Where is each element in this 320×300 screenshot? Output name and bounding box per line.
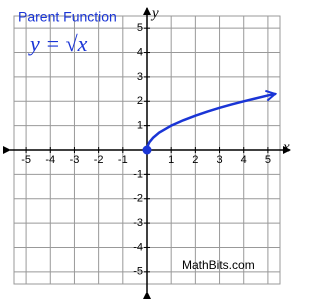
formula: y = √x <box>28 31 88 56</box>
x-tick-label: -4 <box>45 154 55 166</box>
x-tick-label: -3 <box>70 154 80 166</box>
x-tick-label: 5 <box>265 154 271 166</box>
y-tick-label: 1 <box>137 120 143 132</box>
y-tick-label: 5 <box>137 22 143 34</box>
x-tick-label: -2 <box>94 154 104 166</box>
y-tick-label: -5 <box>133 266 143 278</box>
y-tick-label: -1 <box>133 168 143 180</box>
x-tick-label: 1 <box>168 154 174 166</box>
x-tick-label: 3 <box>216 154 222 166</box>
y-tick-label: 2 <box>137 95 143 107</box>
chart-title: Parent Function <box>18 9 117 25</box>
chart: Parent Function y = √x MathBits.com x y … <box>3 5 291 299</box>
x-tick-label: -5 <box>21 154 31 166</box>
y-tick-label: 4 <box>137 46 143 58</box>
y-tick-label: -2 <box>133 193 143 205</box>
x-tick-label: 4 <box>241 154 247 166</box>
y-tick-label: -4 <box>133 241 143 253</box>
y-tick-label: -3 <box>133 217 143 229</box>
x-tick-label: -1 <box>118 154 128 166</box>
x-tick-label: 2 <box>192 154 198 166</box>
y-axis-label: y <box>150 5 159 21</box>
source: MathBits.com <box>182 258 255 272</box>
x-axis-label: x <box>282 139 290 155</box>
curve <box>145 94 275 152</box>
y-tick-label: 3 <box>137 71 143 83</box>
start-point <box>142 145 152 155</box>
